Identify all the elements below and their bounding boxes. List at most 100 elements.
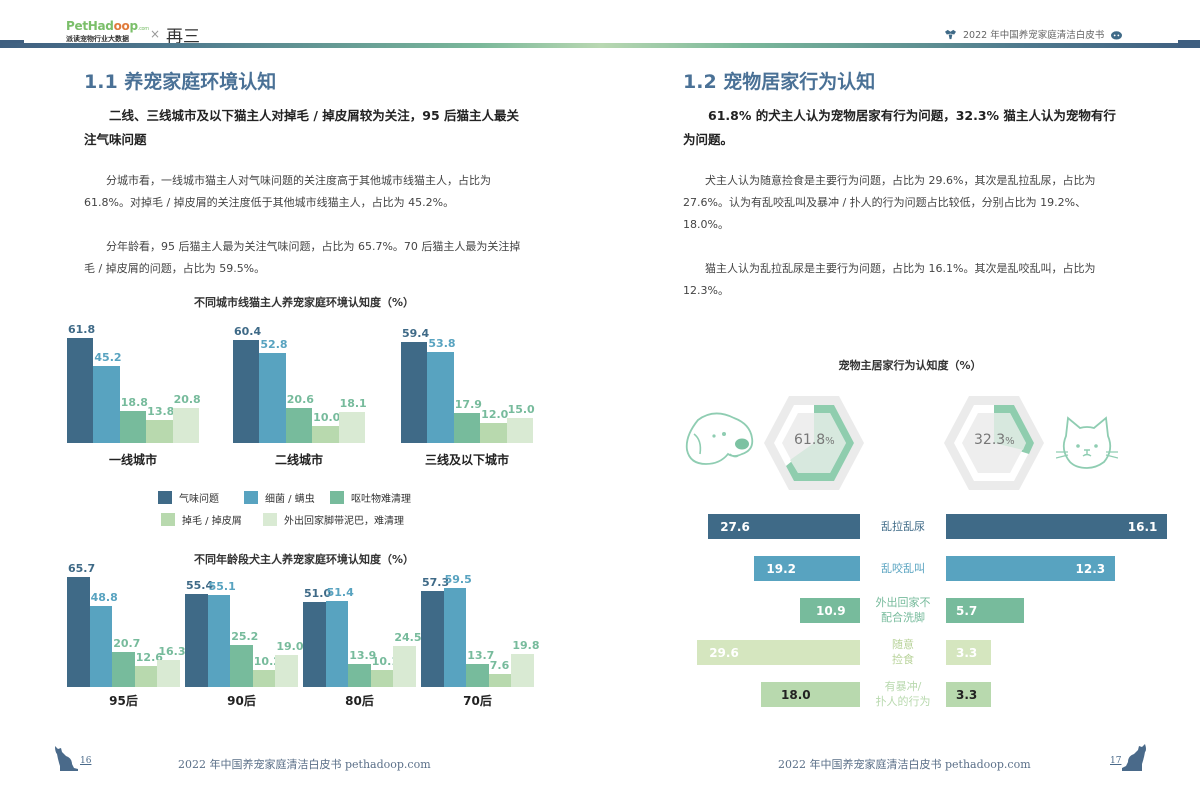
group-label: 80后	[345, 694, 374, 708]
bar: 57.3	[421, 576, 449, 687]
label-line-2: 捡食	[892, 653, 914, 666]
bar: 52.8	[259, 338, 288, 443]
bar: 59.5	[443, 573, 472, 687]
logo-domain: .com	[137, 26, 149, 32]
legend-label: 外出回家脚带泥巴，难清理	[284, 516, 404, 527]
cat-percentage-gauge	[944, 396, 1044, 490]
bar: 18.8	[119, 396, 148, 443]
dog-percentage-value: 61.8	[794, 432, 826, 448]
bar-value-label: 61.8	[68, 322, 96, 336]
bar-value-label: 51.4	[326, 586, 354, 600]
bar: 20.8	[172, 393, 201, 443]
cat-face-icon	[1056, 416, 1118, 469]
bar-value-label: 19.8	[512, 638, 540, 652]
bar-group: 57.3 59.5 13.7 7.6 19.8	[421, 570, 540, 687]
bar-value-label: 51.0	[304, 586, 332, 600]
group-label: 70后	[463, 694, 492, 708]
bar: 10.2	[252, 655, 281, 687]
dog-bar-value: 27.6	[720, 519, 750, 534]
bar: 25.2	[230, 630, 258, 687]
group-label: 三线及以下城市	[424, 453, 509, 467]
label-line-2: 配合洗脚	[881, 611, 925, 624]
logo-text-end: p	[129, 19, 139, 33]
logo-text-oo: oo	[113, 19, 130, 33]
page-number-right: 17	[1110, 756, 1122, 766]
bar-value-label: 53.8	[428, 336, 456, 350]
bar-value-label: 18.1	[339, 397, 367, 411]
legend-item: 外出回家脚带泥巴，难清理	[263, 512, 404, 527]
bar-group: 61.8 45.2 18.8 13.8 20.8	[67, 322, 201, 443]
bar: 16.3	[157, 645, 186, 687]
behavior-category-label: 随意 捡食	[866, 637, 940, 667]
bar-value-label: 65.7	[68, 562, 96, 576]
dog-bar-value: 29.6	[709, 645, 739, 660]
bar: 45.2	[93, 351, 122, 443]
bar: 15.0	[506, 403, 535, 443]
bar: 13.8	[146, 405, 174, 443]
section-title-1-1: 1.1 养宠家庭环境认知	[84, 71, 277, 93]
bar: 55.1	[207, 580, 236, 687]
cat-bar-value: 16.1	[1127, 519, 1158, 534]
page-number-left: 16	[80, 756, 92, 766]
legend-swatch	[161, 513, 175, 526]
bar-value-label: 19.0	[276, 640, 304, 654]
bar: 19.8	[511, 639, 540, 687]
header-gradient-bar	[0, 43, 1200, 48]
legend-label: 细菌 / 螨虫	[265, 494, 315, 505]
legend-label: 气味问题	[179, 494, 219, 505]
age-chart-title: 不同年龄段犬主人养宠家庭环境认知度（%）	[193, 553, 415, 566]
bar: 60.4	[233, 325, 261, 443]
bar-value-label: 10.1	[371, 655, 399, 669]
right-lead-text: 61.8% 的犬主人认为宠物居家有行为问题，32.3% 猫主人认为宠物有行为问题…	[683, 108, 1116, 147]
bar: 18.1	[338, 397, 367, 443]
dog-percentage-label: 61.8%	[794, 432, 835, 448]
bar-value-label: 7.6	[489, 659, 510, 673]
logo-text: PetHad	[66, 19, 114, 33]
behavior-category-label: 乱拉乱尿	[866, 519, 940, 534]
bar-value-label: 13.9	[349, 648, 377, 662]
label-line-1: 随意	[892, 638, 914, 651]
collab-cross: ×	[150, 27, 161, 41]
bar-value-label: 25.2	[231, 629, 259, 643]
bar: 17.9	[453, 398, 482, 443]
bar-value-label: 20.7	[113, 637, 141, 651]
dog-bar: 29.6	[697, 640, 860, 665]
bar: 48.8	[89, 591, 118, 687]
bar-value-label: 16.3	[158, 644, 186, 658]
bar: 12.0	[480, 408, 508, 443]
bar-value-label: 48.8	[90, 590, 118, 604]
cat-silhouette-icon	[1122, 744, 1146, 771]
left-paragraph-2: 分年龄看，95 后猫主人最为关注气味问题，占比为 65.7%。70 后猫主人最为…	[84, 240, 521, 275]
legend-item: 呕吐物难清理	[330, 490, 411, 505]
bar-value-label: 12.0	[481, 407, 509, 421]
legend-label: 呕吐物难清理	[351, 494, 411, 505]
left-lead-text: 二线、三线城市及以下猫主人对掉毛 / 掉皮屑较为关注，95 后猫主人最关注气味问…	[84, 108, 520, 147]
header-bar-accent-right	[1178, 40, 1200, 48]
legend-item: 细菌 / 螨虫	[244, 490, 315, 505]
bar-value-label: 18.8	[120, 396, 148, 410]
label-line-2: 扑人的行为	[875, 695, 931, 708]
bar: 19.0	[275, 640, 304, 687]
bar-value-label: 60.4	[234, 325, 262, 339]
right-footer: 2022 年中国养宠家庭清洁白皮书 pethadoop.com	[778, 758, 1031, 771]
logo-subtitle: 派读宠物行业大数据	[66, 35, 129, 43]
bar: 13.9	[348, 649, 376, 687]
cat-percentage-label: 32.3%	[974, 432, 1015, 448]
bar-value-label: 12.6	[135, 650, 163, 664]
bar: 53.8	[427, 337, 456, 443]
dog-percentage-gauge	[764, 396, 864, 490]
bar: 10.0	[312, 411, 340, 443]
legend-item: 气味问题	[158, 490, 219, 505]
behavior-chart-title: 宠物主居家行为认知度（%）	[838, 359, 982, 372]
legend-item: 掉毛 / 掉皮屑	[161, 512, 242, 527]
bar-group: 65.7 48.8 20.7 12.6 16.3	[67, 562, 186, 687]
bar-value-label: 10.0	[313, 411, 341, 424]
dog-bar-value: 18.0	[781, 687, 811, 702]
dog-bar: 19.2	[754, 556, 860, 581]
bar-group: 60.4 52.8 20.6 10.0 18.1	[233, 324, 367, 443]
city-chart-title: 不同城市线猫主人养宠家庭环境认知度（%）	[193, 296, 415, 309]
cat-head-icon	[945, 29, 956, 39]
cat-bar-value: 3.3	[956, 645, 978, 660]
bar: 51.4	[325, 586, 354, 687]
legend-label: 掉毛 / 掉皮屑	[182, 516, 242, 527]
